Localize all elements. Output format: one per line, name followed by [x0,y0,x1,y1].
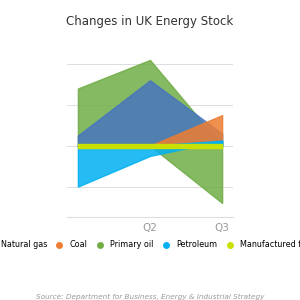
Legend: Natural gas, Coal, Primary oil, Petroleum, Manufactured fuels: Natural gas, Coal, Primary oil, Petroleu… [0,240,300,250]
Title: Changes in UK Energy Stock: Changes in UK Energy Stock [66,15,234,28]
Text: Source: Department for Business, Energy & Industrial Strategy: Source: Department for Business, Energy … [36,293,264,299]
